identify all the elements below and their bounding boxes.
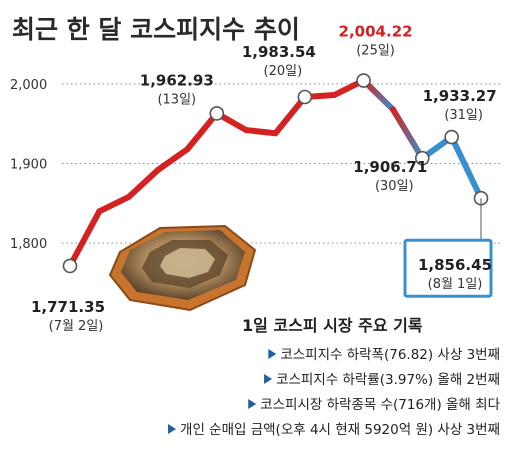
date-label: (13일) — [157, 92, 196, 107]
line-segment — [389, 106, 426, 162]
value-label: 1,983.54 — [242, 43, 316, 61]
line-segment — [125, 166, 162, 200]
info-item: 코스피시장 하락종목 수(716개) 올해 최다 — [260, 397, 500, 413]
info-item: 코스피지수 하락률(3.97%) 올해 2번째 — [276, 372, 500, 388]
bullet-icon — [168, 424, 177, 434]
info-title: 1일 코스피 시장 주요 기록 — [242, 316, 423, 335]
value-label: 2,004.22 — [339, 23, 413, 41]
line-segment — [272, 93, 308, 137]
trading-floor-photo — [108, 224, 257, 312]
info-item: 코스피지수 하락폭(76.82) 사상 3번째 — [280, 347, 500, 363]
line-segment — [155, 146, 191, 173]
line-segment — [96, 193, 132, 215]
y-tick-label: 1,900 — [10, 158, 47, 173]
data-marker — [444, 129, 459, 145]
date-label: (25일) — [356, 44, 395, 59]
data-labels: 1,771.35 (7월 2일) 1,962.93 (13일) 1,983.54 (20일… — [31, 23, 497, 334]
date-label: (20일) — [264, 64, 303, 79]
value-label: 1,906.71 — [353, 158, 427, 176]
value-label: 1,933.27 — [423, 87, 497, 105]
highlight-box — [403, 238, 493, 298]
data-marker — [297, 89, 313, 105]
data-marker — [414, 150, 430, 166]
value-label: 1,771.35 — [31, 298, 105, 316]
date-label: (8월 1일) — [428, 277, 483, 292]
value-label: 1,856.45 — [418, 256, 492, 274]
data-marker — [209, 106, 225, 121]
line-segment — [184, 110, 220, 153]
bullet-icon — [264, 374, 273, 384]
date-label: (7월 2일) — [49, 319, 104, 334]
line-segment — [243, 127, 279, 137]
line-segment — [448, 134, 484, 202]
info-panel: 1일 코스피 시장 주요 기록 코스피지수 하락폭(76.82) 사상 3번째코… — [168, 316, 501, 438]
bullet-icon — [248, 399, 257, 409]
data-marker — [62, 258, 78, 274]
chart-title: 최근 한 달 코스피지수 추이 — [12, 15, 300, 44]
info-item: 개인 순매입 금액(오후 4시 현재 5920억 원) 사상 3번째 — [180, 422, 500, 438]
y-tick-label: 2,000 — [10, 78, 47, 93]
value-label: 1,962.93 — [140, 71, 214, 89]
date-label: (30일) — [375, 179, 414, 194]
gridlines — [62, 83, 500, 244]
data-marker — [356, 73, 371, 88]
date-label: (31일) — [444, 108, 483, 123]
line-segment — [67, 208, 103, 269]
bullet-icon — [268, 349, 277, 359]
data-markers — [62, 73, 489, 274]
y-axis-ticks: 2,000 1,900 1,800 — [10, 78, 47, 252]
y-tick-label: 1,800 — [10, 237, 47, 252]
